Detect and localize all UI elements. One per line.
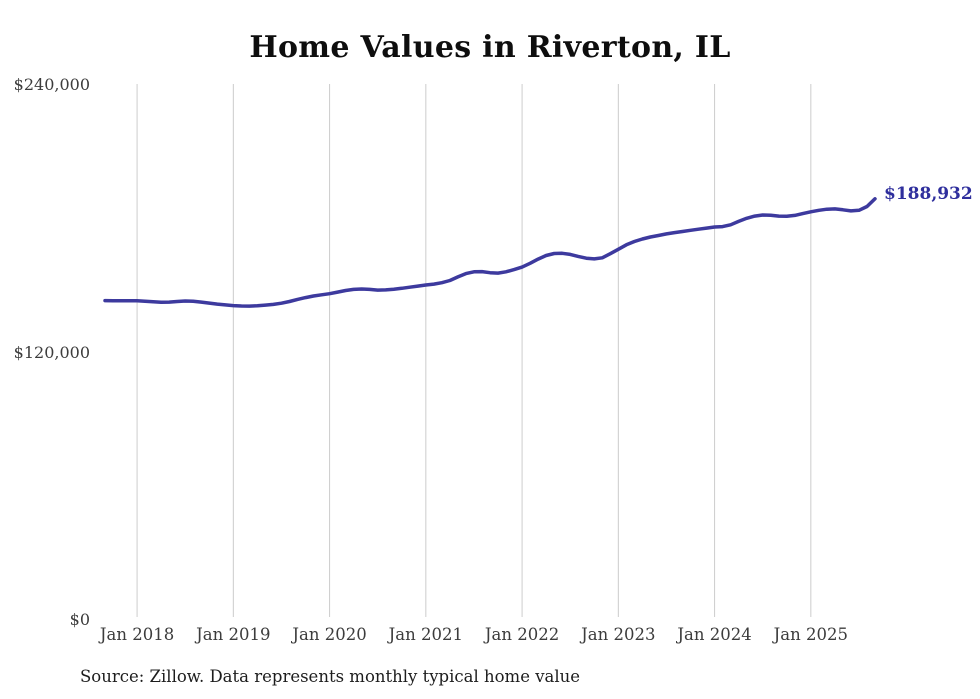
source-note: Source: Zillow. Data represents monthly … (80, 667, 581, 686)
chart-title: Home Values in Riverton, IL (249, 30, 731, 65)
x-tick-label: Jan 2024 (677, 625, 752, 644)
x-tick-label: Jan 2023 (581, 625, 656, 644)
x-tick-label: Jan 2021 (388, 625, 463, 644)
year-gridlines (136, 84, 812, 617)
home-value-line (103, 197, 877, 308)
x-tick-label: Jan 2019 (196, 625, 271, 644)
y-tick-label: $0 (69, 610, 90, 629)
y-tick-label: $240,000 (13, 75, 90, 94)
y-tick-label: $120,000 (13, 342, 90, 362)
x-tick-label: Jan 2018 (99, 625, 175, 644)
x-tick-label: Jan 2025 (773, 625, 848, 644)
latest-value-label: $188,932 (884, 183, 973, 204)
x-tick-label: Jan 2020 (292, 625, 367, 644)
x-tick-label: Jan 2022 (484, 625, 560, 644)
